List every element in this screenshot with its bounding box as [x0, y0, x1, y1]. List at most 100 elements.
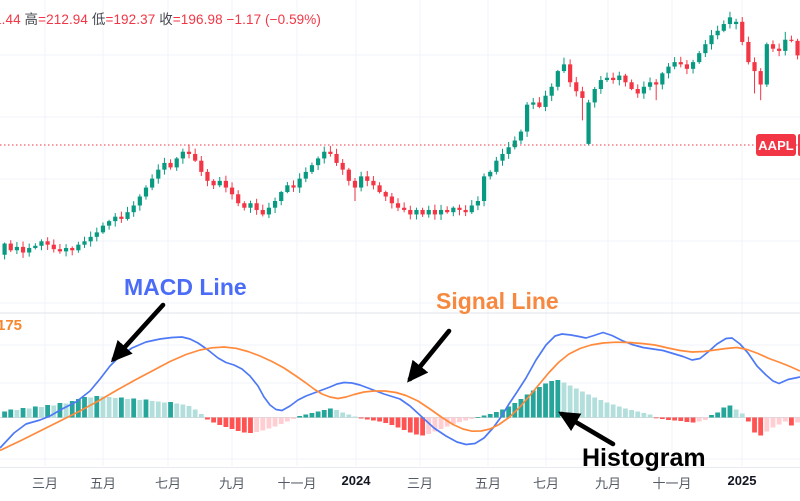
candle-body: [223, 180, 228, 188]
hist-bar: [727, 405, 733, 418]
macd-arrow[interactable]: [110, 302, 166, 363]
candle-body: [592, 89, 597, 103]
hist-bar: [653, 417, 659, 419]
hist-bar: [211, 417, 216, 423]
time-axis-month-label: 九月: [218, 476, 246, 491]
hist-bar: [266, 417, 272, 429]
candle-body: [150, 178, 155, 188]
hist-bar: [573, 388, 579, 418]
candle-body: [303, 171, 308, 179]
hist-bar: [666, 417, 671, 420]
time-axis-month-label: 五月: [89, 476, 117, 491]
signal-line-annotation[interactable]: Signal Line: [436, 288, 559, 314]
hist-bar: [26, 408, 32, 418]
candle-body: [525, 104, 530, 132]
hist-bar: [432, 417, 438, 432]
signal-arrow[interactable]: [407, 328, 452, 383]
candle-body: [752, 62, 757, 72]
hist-arrow[interactable]: [558, 411, 616, 447]
ohlc-legend-label: 低: [88, 12, 106, 27]
candle-body: [186, 151, 192, 154]
candle-body: [254, 203, 259, 210]
hist-bar: [702, 417, 708, 420]
histogram-annotation[interactable]: Histogram: [582, 444, 706, 472]
candle-body: [604, 77, 610, 81]
candle-body: [660, 73, 665, 85]
candle-body: [2, 243, 7, 255]
hist-bar: [475, 417, 481, 418]
hist-bar: [217, 417, 223, 425]
hist-bar: [407, 417, 413, 433]
hist-bar: [186, 406, 192, 418]
hist-bar: [118, 397, 124, 418]
time-axis[interactable]: 三月 五月 七月 九月 十一月 2024 三月 五月 七月 九月 十一月 2025: [0, 467, 800, 501]
candle-body: [334, 153, 339, 163]
hist-bar: [444, 417, 450, 427]
candle-body: [494, 160, 499, 172]
hist-bar: [696, 417, 702, 422]
candle-body: [733, 21, 739, 25]
candle-body: [272, 201, 278, 208]
hist-bar: [567, 385, 573, 418]
candle-body: [611, 77, 616, 81]
time-axis-year-label: 2024: [341, 473, 371, 488]
hist-bar: [592, 397, 598, 418]
hist-bar: [352, 416, 358, 418]
candle-body: [266, 207, 272, 215]
candle-body: [512, 140, 517, 148]
candle-body: [377, 185, 382, 193]
candle-body: [199, 160, 204, 172]
hist-bar: [346, 414, 352, 418]
hist-bar: [635, 411, 641, 418]
hist-bar: [457, 417, 462, 422]
candle-body: [672, 62, 677, 67]
ohlc-legend-label: 高: [20, 12, 39, 27]
time-axis-month-label: 十一月: [277, 476, 317, 491]
hist-bar: [192, 409, 198, 418]
hist-bar: [14, 410, 20, 418]
hist-bar: [721, 407, 727, 418]
candle-body: [395, 203, 401, 208]
macd-line-annotation[interactable]: MACD Line: [124, 274, 247, 300]
hist-bar: [604, 402, 610, 418]
hist-bar: [524, 394, 530, 418]
candle-body: [537, 102, 542, 107]
hist-bar: [678, 417, 684, 421]
hist-bar: [94, 396, 100, 418]
hist-bar: [254, 417, 260, 432]
candle-body: [174, 158, 179, 168]
symbol-price-badge[interactable]: AAPL: [756, 134, 796, 156]
hist-bar: [82, 397, 87, 418]
candle-body: [389, 196, 394, 204]
candle-body: [481, 176, 487, 201]
hist-bar: [395, 417, 401, 428]
candle-body: [727, 17, 733, 25]
candle-body: [383, 192, 388, 197]
candle-body: [457, 207, 462, 210]
hist-bar: [512, 403, 518, 418]
hist-bar: [770, 417, 776, 428]
candle-body: [328, 151, 333, 154]
hist-bar: [174, 403, 180, 418]
hist-bar: [303, 414, 309, 418]
hist-bar: [776, 417, 782, 425]
candle-body: [764, 44, 769, 85]
annotation-arrows[interactable]: [110, 302, 616, 447]
hist-bar: [493, 412, 499, 418]
time-axis-month-label: 五月: [474, 476, 502, 491]
hist-bar: [401, 417, 407, 430]
candle-body: [666, 66, 671, 74]
hist-bar: [469, 417, 475, 419]
hist-bar: [420, 417, 425, 436]
candle-body: [205, 171, 210, 181]
hist-bar: [149, 401, 155, 418]
candle-body: [14, 246, 19, 251]
macd-histogram: [2, 380, 800, 436]
candle-body: [795, 40, 800, 56]
candle-body: [740, 21, 745, 42]
candle-body: [359, 176, 364, 188]
candle-body: [168, 162, 173, 168]
hist-bar: [690, 417, 696, 423]
